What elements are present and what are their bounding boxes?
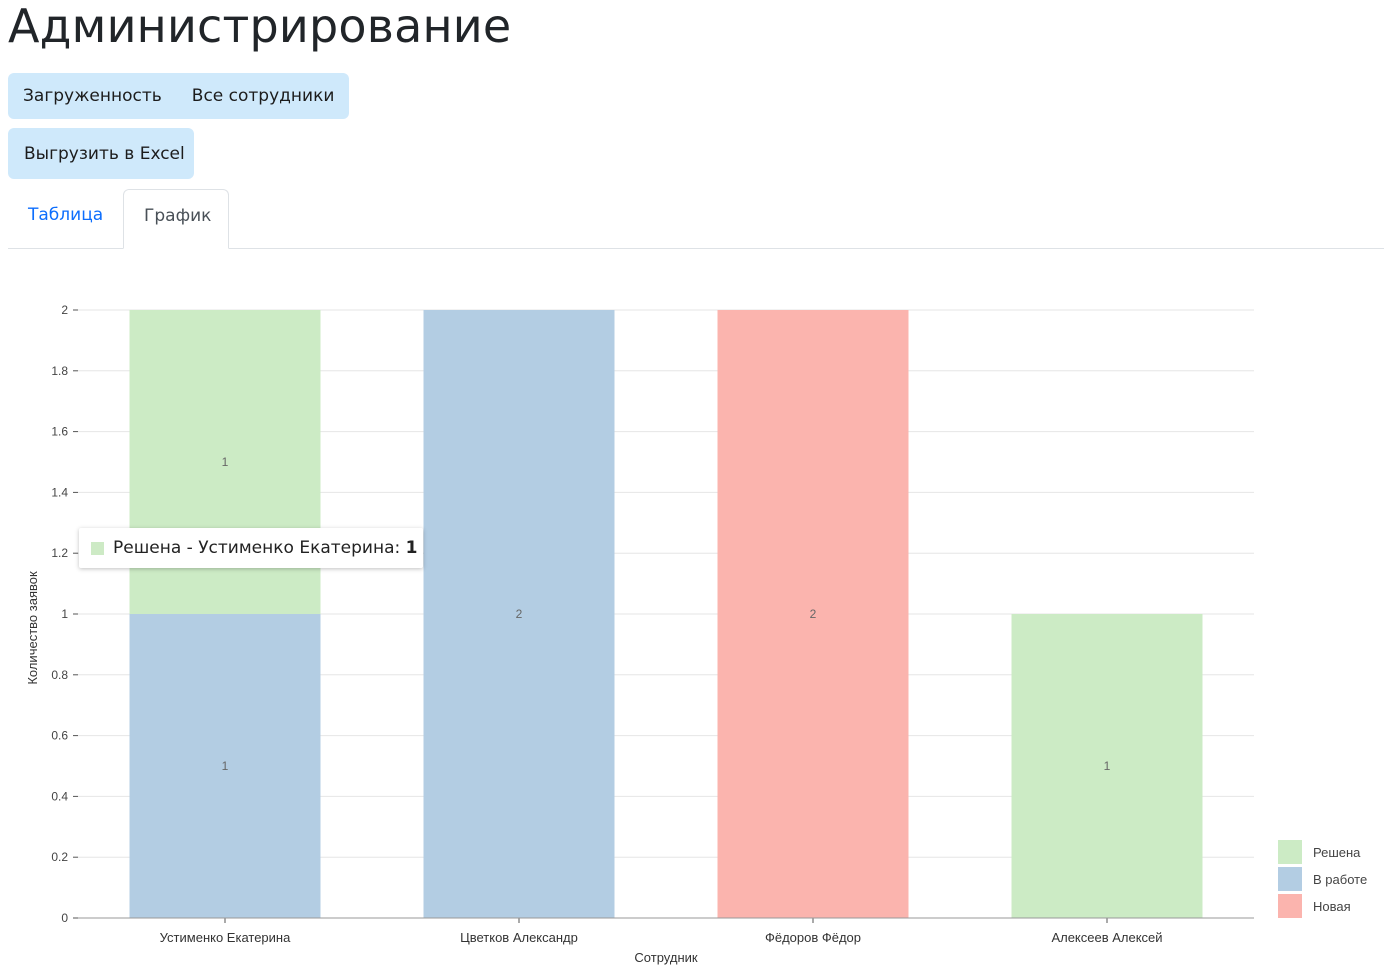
- y-tick-label: 0: [61, 911, 68, 925]
- legend-swatch: [1278, 894, 1302, 918]
- y-tick-label: 0.2: [51, 850, 68, 864]
- x-axis-title: Сотрудник: [634, 950, 697, 965]
- stacked-bar-chart: 0 0.2 0.4 0.6 0.8 1 1.2 1.4 1.6 1.8 2 1 1 Устименко Е…: [25, 303, 1367, 965]
- chart-tooltip: Решена - Устименко Екатерина: 1: [79, 528, 423, 568]
- bar-segment: [423, 310, 615, 918]
- bar-segment: [717, 310, 909, 918]
- bar-value-label: 1: [222, 455, 229, 469]
- x-tick-label: Фёдоров Фёдор: [765, 930, 861, 945]
- filter-button-group: Загруженность Все сотрудники: [8, 73, 350, 119]
- bar-segment: [129, 614, 321, 918]
- y-tick-label: 2: [61, 303, 68, 317]
- y-tick-label: 0.6: [51, 729, 68, 743]
- tab-table[interactable]: Таблица: [28, 205, 104, 225]
- bar-value-label: 2: [516, 607, 523, 621]
- bar-value-label: 1: [222, 759, 229, 773]
- tooltip-label: Решена - Устименко Екатерина:: [113, 538, 406, 558]
- legend-label: Новая: [1313, 899, 1351, 914]
- y-tick-label: 0.4: [51, 789, 68, 803]
- y-tick-label: 1.2: [51, 546, 68, 560]
- y-tick-label: 1.4: [51, 485, 68, 499]
- bar-value-label: 1: [1104, 759, 1111, 773]
- y-tick-label: 1.8: [51, 364, 68, 378]
- x-tick-label: Алексеев Алексей: [1051, 930, 1162, 945]
- bar-value-label: 2: [810, 607, 817, 621]
- page-title: Администрирование: [8, 0, 512, 53]
- y-axis-title: Количество заявок: [25, 571, 40, 685]
- legend-swatch: [1278, 840, 1302, 864]
- tooltip-swatch: [91, 542, 104, 555]
- tooltip-value: 1: [405, 538, 418, 558]
- y-tick-label: 1: [61, 607, 68, 621]
- x-tick-label: Цветков Александр: [460, 930, 578, 945]
- x-tick-label: Устименко Екатерина: [160, 930, 291, 945]
- bar-segment: [1011, 614, 1203, 918]
- all-employees-button[interactable]: Все сотрудники: [177, 73, 350, 119]
- tab-chart[interactable]: График: [123, 189, 229, 249]
- y-tick-label: 0.8: [51, 668, 68, 682]
- workload-button[interactable]: Загруженность: [8, 73, 177, 119]
- tab-bar: Таблица График: [8, 189, 1384, 249]
- export-excel-button[interactable]: Выгрузить в Excel: [8, 128, 194, 179]
- y-tick-label: 1.6: [51, 425, 68, 439]
- legend-swatch: [1278, 867, 1302, 891]
- legend-label: В работе: [1313, 872, 1367, 887]
- legend-label: Решена: [1313, 845, 1361, 860]
- tooltip-text: Решена - Устименко Екатерина: 1: [113, 528, 417, 568]
